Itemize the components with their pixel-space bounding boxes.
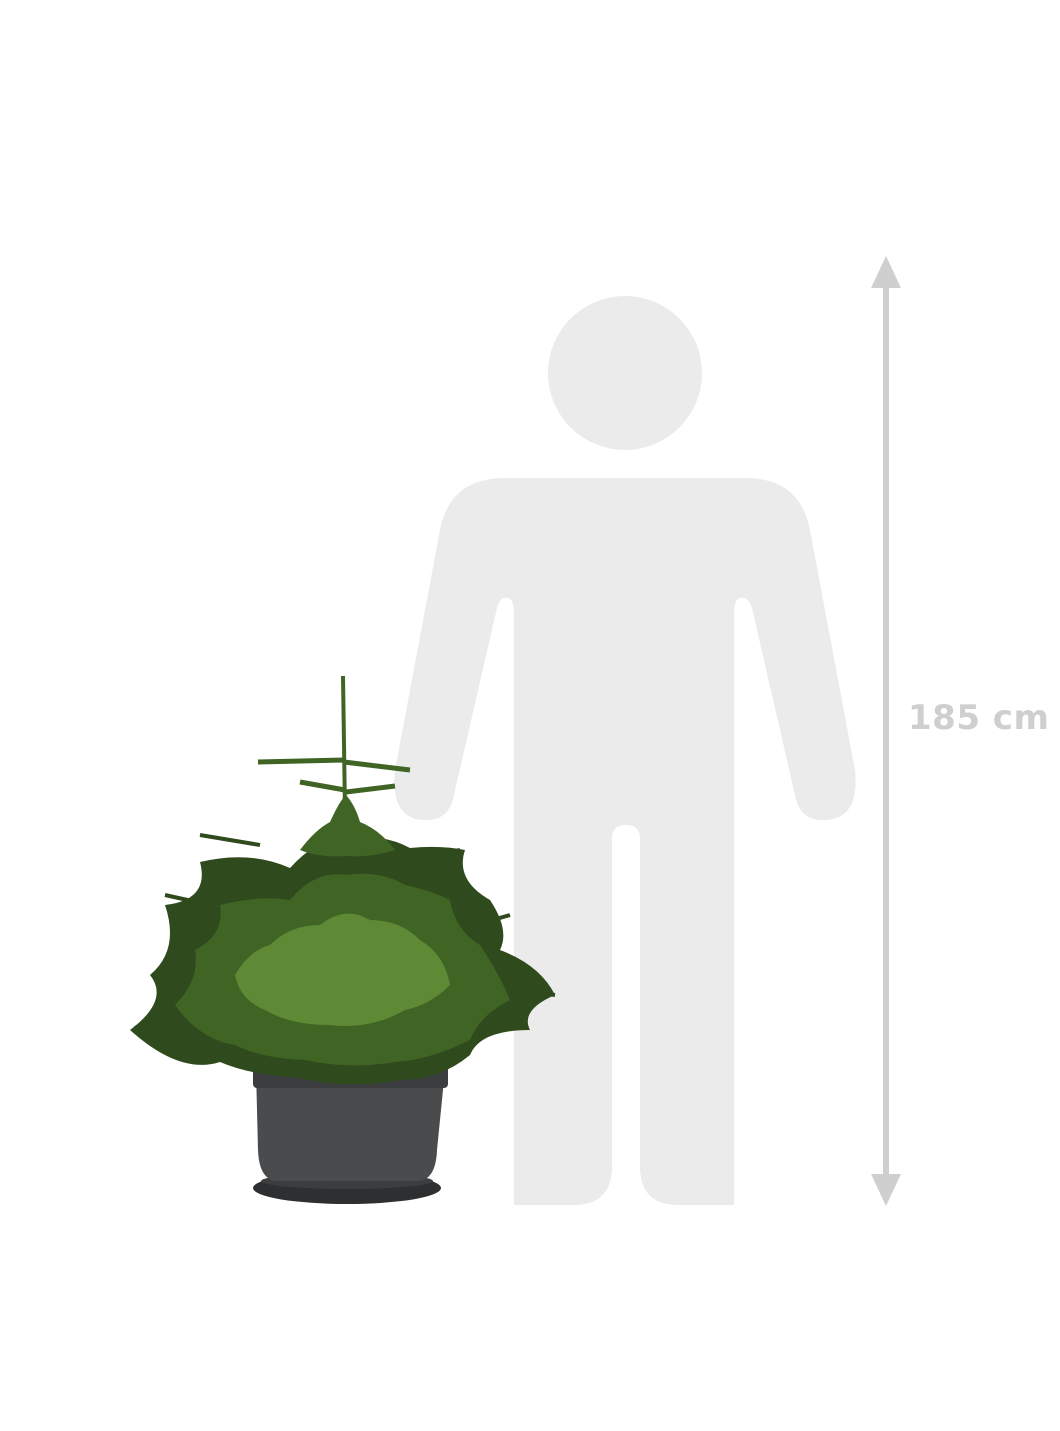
potted-tree [130,675,556,1204]
height-label: 185 cm [908,698,1050,738]
person-body [394,478,856,1205]
height-measure [871,256,901,1206]
person-head [548,296,702,450]
measure-line [883,284,889,1182]
tree-branch-tips [134,833,556,1030]
arrow-down-icon [871,1174,901,1206]
arrow-up-icon [871,256,901,288]
tree-branch [257,757,411,795]
person-silhouette-icon [394,296,856,1205]
pot-body [256,1070,445,1181]
tree-foliage-highlight [235,913,450,1026]
tree-foliage-top [300,795,395,857]
